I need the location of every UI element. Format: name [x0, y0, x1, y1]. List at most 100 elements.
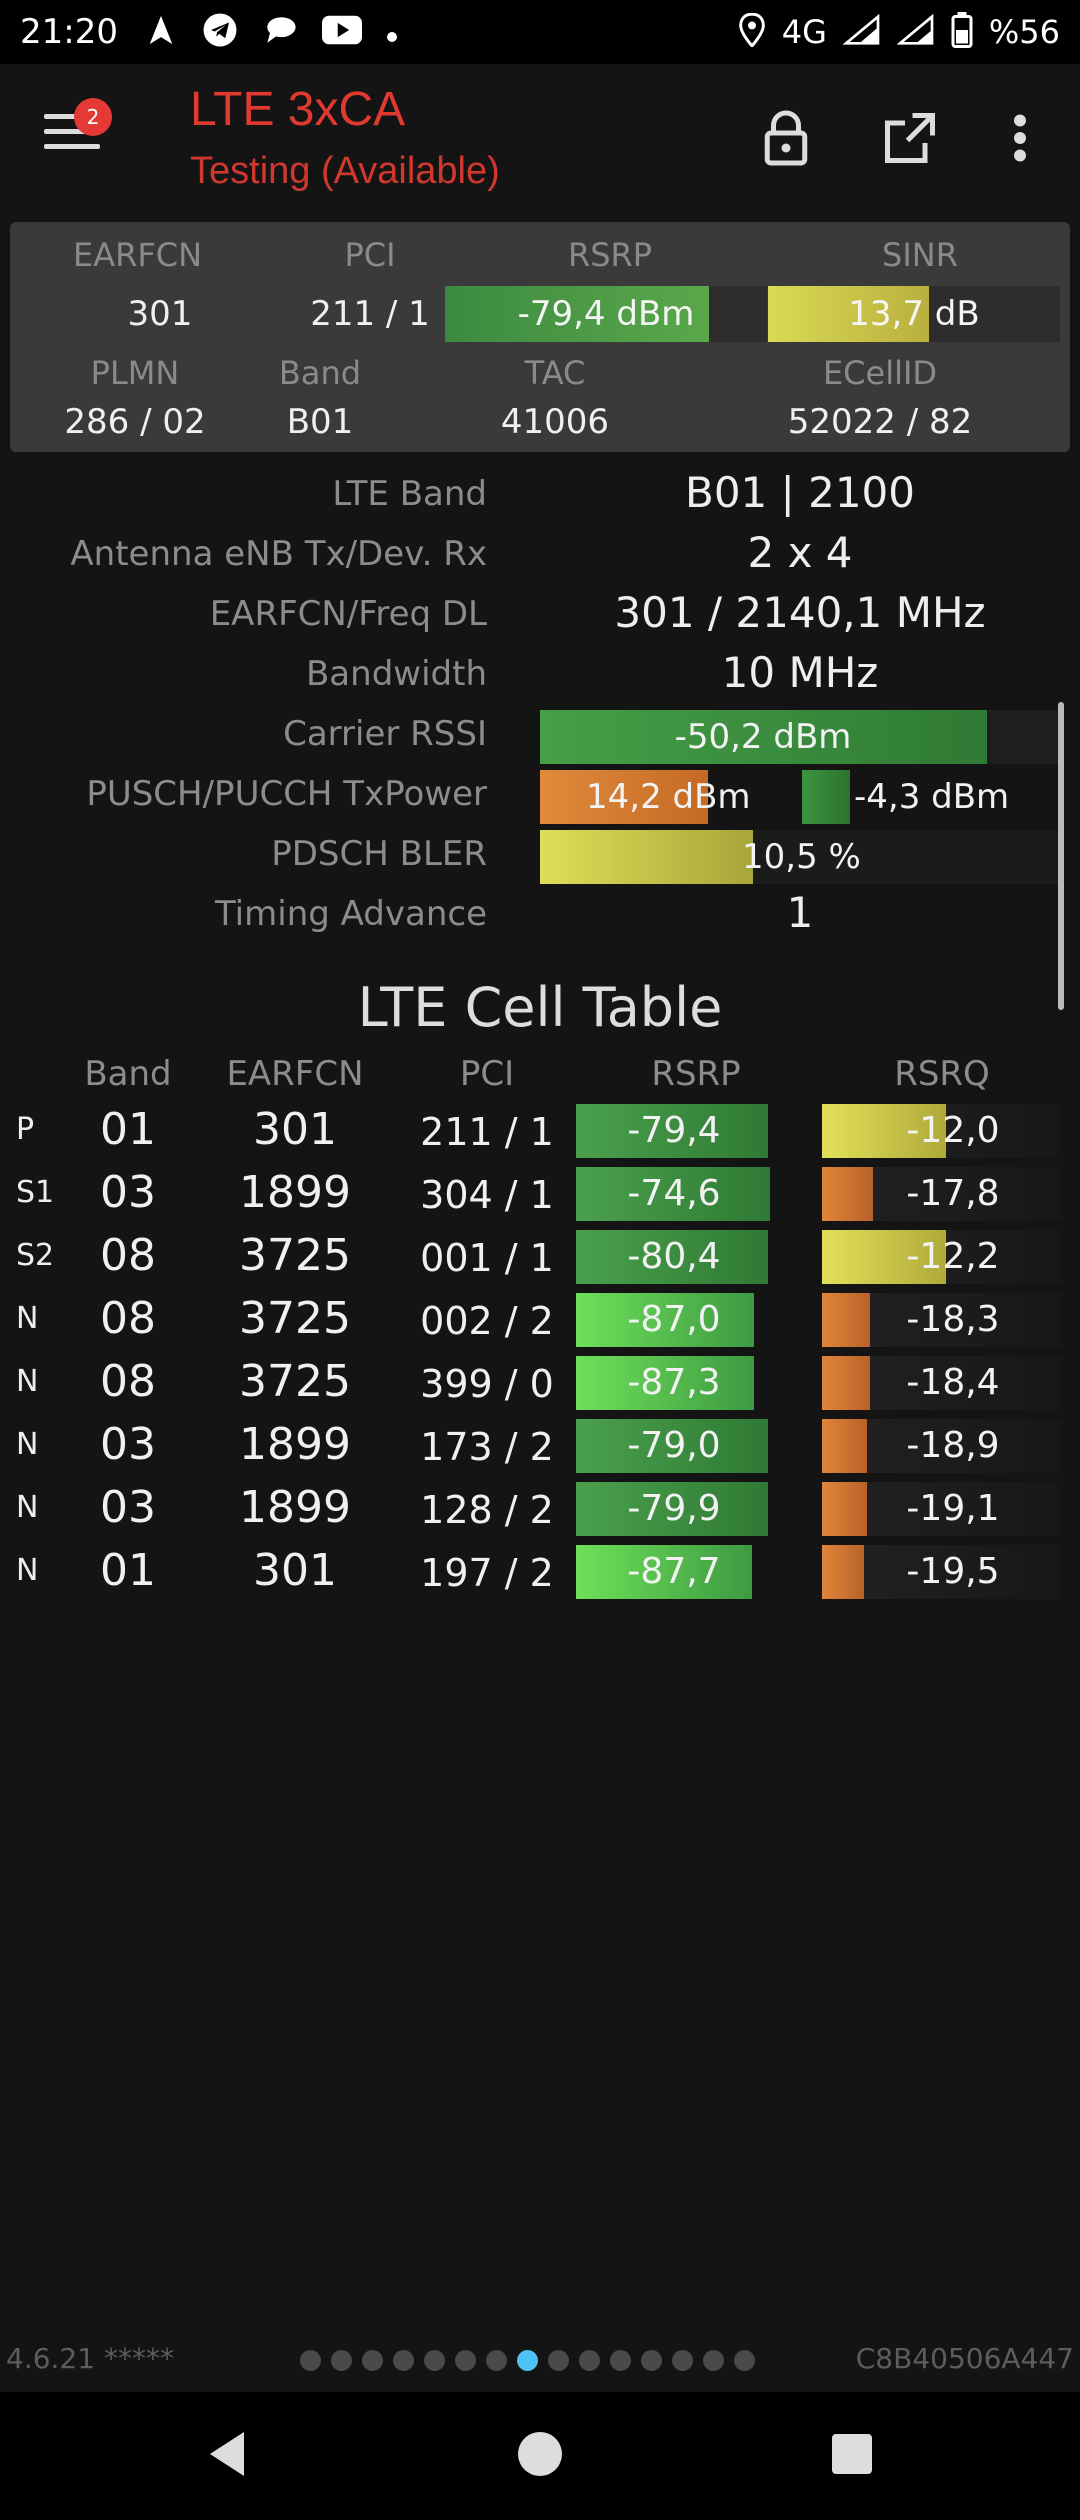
earfcn-freq-value: 301 / 2140,1 MHz [614, 588, 986, 637]
table-row: N 08 3725 002 / 2 -87,0 -18,3 [0, 1291, 1080, 1351]
cell-type: S1 [16, 1175, 55, 1210]
cell-type: N [16, 1301, 39, 1336]
cell-table-title: LTE Cell Table [357, 976, 723, 1039]
antenna-label: Antenna eNB Tx/Dev. Rx [70, 534, 487, 574]
cell-rsrp-fill [576, 1356, 755, 1410]
cell-pci: 197 / 2 [420, 1551, 554, 1595]
external-link-button[interactable] [880, 108, 940, 168]
band-label: Band [278, 354, 362, 392]
cell-rsrq-fill [822, 1104, 946, 1158]
cell-rsrp-meter: -79,4 [576, 1104, 772, 1158]
table-row: S2 08 3725 001 / 1 -80,4 -12,2 [0, 1228, 1080, 1288]
dot-icon [386, 16, 398, 48]
page-dot[interactable] [579, 2350, 600, 2371]
youtube-icon [321, 15, 362, 50]
cell-earfcn: 3725 [239, 1356, 351, 1407]
more-options-button[interactable] [1000, 108, 1040, 168]
page-dot[interactable] [393, 2350, 414, 2371]
timing-advance-label: Timing Advance [214, 894, 487, 934]
rsrp-label: RSRP [567, 236, 653, 274]
cell-pci: 001 / 1 [420, 1236, 554, 1280]
sinr-value: 13,7 dB [848, 294, 980, 334]
page-dot[interactable] [734, 2350, 755, 2371]
cell-rsrp: -87,7 [627, 1551, 721, 1592]
page-indicator[interactable] [300, 2350, 755, 2371]
cell-pci: 002 / 2 [420, 1299, 554, 1343]
home-button[interactable] [516, 2428, 564, 2484]
cell-type: N [16, 1427, 39, 1462]
cell-rsrp-meter: -87,0 [576, 1293, 772, 1347]
battery-percent: %56 [988, 13, 1060, 51]
cell-rsrq-meter: -17,8 [822, 1167, 1062, 1221]
earfcn-freq-label: EARFCN/Freq DL [209, 594, 487, 634]
cell-rsrp: -87,3 [627, 1362, 721, 1403]
cell-rsrq: -18,9 [906, 1425, 1000, 1466]
sinr-meter-fill [768, 286, 929, 342]
plmn-label: PLMN [90, 354, 180, 392]
cell-rsrq-meter: -19,5 [822, 1545, 1062, 1599]
recents-button[interactable] [828, 2428, 876, 2484]
menu-icon-line-3 [44, 144, 100, 149]
page-dot[interactable] [455, 2350, 476, 2371]
ecellid-value: 52022 / 82 [787, 402, 973, 442]
cell-band: 01 [100, 1104, 156, 1155]
cell-rsrp-meter: -79,9 [576, 1482, 772, 1536]
cell-pci: 211 / 1 [420, 1110, 554, 1154]
cell-type: N [16, 1553, 39, 1588]
cell-earfcn: 1899 [239, 1482, 351, 1533]
bler-label: PDSCH BLER [271, 834, 487, 874]
bandwidth-label: Bandwidth [305, 654, 487, 694]
pusch-txpower-value: 14,2 dBm [586, 777, 751, 817]
page-dot[interactable] [703, 2350, 724, 2371]
page-dot[interactable] [331, 2350, 352, 2371]
cell-rsrq-meter: -18,3 [822, 1293, 1062, 1347]
recents-icon [832, 2434, 872, 2474]
band-value: B01 [286, 402, 354, 442]
table-row: N 03 1899 128 / 2 -79,9 -19,1 [0, 1480, 1080, 1540]
cell-rsrp-meter: -74,6 [576, 1167, 772, 1221]
txpower-label: PUSCH/PUCCH TxPower [86, 774, 487, 814]
telegram-icon [202, 12, 238, 53]
cell-type: P [16, 1112, 35, 1147]
cell-rsrq: -12,2 [906, 1236, 1000, 1277]
pucch-txpower-value: -4,3 dBm [854, 777, 1010, 817]
signal-icon [842, 13, 881, 51]
page-dot[interactable] [424, 2350, 445, 2371]
cell-rsrp: -79,9 [627, 1488, 721, 1529]
lock-button[interactable] [756, 108, 816, 168]
col-header-rsrq: RSRQ [894, 1054, 990, 1094]
lte-band-value: B01 | 2100 [685, 468, 915, 517]
page-dot[interactable] [610, 2350, 631, 2371]
page-dot[interactable] [300, 2350, 321, 2371]
ecellid-label: ECellID [822, 354, 938, 392]
cell-rsrp-meter: -79,0 [576, 1419, 772, 1473]
cell-type: N [16, 1364, 39, 1399]
cell-type: S2 [16, 1238, 55, 1273]
device-id: C8B40506A447 [855, 2342, 1074, 2375]
back-icon [210, 2432, 244, 2476]
page-dot[interactable] [486, 2350, 507, 2371]
col-header-earfcn: EARFCN [226, 1054, 364, 1094]
scrollbar[interactable] [1058, 702, 1064, 1010]
sinr-meter: 13,7 dB [768, 286, 1060, 342]
back-button[interactable] [204, 2428, 252, 2484]
cell-rsrq-fill [822, 1545, 864, 1599]
page-dot[interactable] [517, 2350, 538, 2371]
more-vert-icon [1014, 114, 1026, 162]
page-dot[interactable] [548, 2350, 569, 2371]
table-row: P 01 301 211 / 1 -79,4 -12,0 [0, 1102, 1080, 1162]
status-right-icons: 4G %56 [738, 11, 1060, 53]
cell-rsrq-fill [822, 1482, 867, 1536]
cell-rsrq: -19,1 [906, 1488, 1000, 1529]
antenna-value: 2 x 4 [747, 528, 853, 577]
page-dot[interactable] [641, 2350, 662, 2371]
page-dot[interactable] [362, 2350, 383, 2371]
page-dot[interactable] [672, 2350, 693, 2371]
cell-earfcn: 301 [253, 1545, 337, 1596]
menu-button[interactable] [44, 114, 100, 158]
cell-earfcn: 1899 [239, 1419, 351, 1470]
cell-rsrp-fill [576, 1482, 769, 1536]
home-icon [518, 2432, 562, 2476]
pci-label: PCI [344, 236, 396, 274]
cell-earfcn: 301 [253, 1104, 337, 1155]
